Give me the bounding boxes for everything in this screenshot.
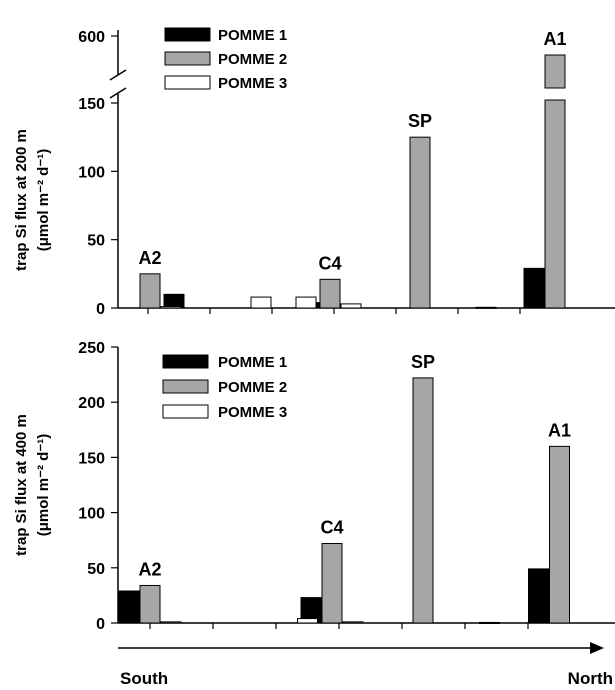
top-axis-break-mark — [109, 87, 127, 99]
bottom-y-tick-label: 100 — [78, 506, 105, 523]
top-y-tick-label: 600 — [78, 29, 105, 46]
top-bar-pomme-3-slot-0 — [160, 306, 182, 309]
direction-arrow — [118, 642, 604, 654]
top-y-axis-units: (μmol m⁻² d⁻¹) — [35, 149, 52, 252]
bottom-legend-swatch-pomme-1 — [162, 354, 209, 369]
bottom-site-label: A1 — [548, 420, 571, 440]
north-label: North — [568, 669, 613, 688]
top-bar-pomme-2-slot-6 — [409, 136, 431, 309]
top-site-label: C4 — [318, 253, 341, 273]
top-y-tick-label: 0 — [96, 301, 105, 318]
bottom-bar-pomme-3-slot-4 — [342, 621, 364, 624]
bottom-legend-label-pomme-3: POMME 3 — [218, 404, 287, 421]
bottom-bar-pomme-2-slot-6 — [412, 377, 434, 624]
bottom-y-tick-label: 200 — [78, 395, 105, 412]
bottom-legend-label-pomme-2: POMME 2 — [218, 379, 287, 396]
bottom-legend-swatch-pomme-3 — [162, 404, 209, 419]
bottom-y-tick-label: 0 — [96, 616, 105, 633]
bottom-y-axis-title: trap Si flux at 400 m — [13, 414, 30, 556]
top-bar-pomme-3-slot-7 — [475, 306, 497, 309]
bottom-bar-pomme-2-slot-0 — [139, 584, 161, 624]
bottom-bar-pomme-3-slot-7 — [479, 621, 500, 624]
top-panel: 0 50 100 150 600 trap Si flux at 200 m (μmol m… — [13, 27, 615, 318]
bottom-y-tick-label: 250 — [78, 340, 105, 357]
top-bar-pomme-2-slot-9-upper — [544, 54, 566, 89]
top-bar-pomme-2-slot-9-lower — [544, 99, 566, 309]
top-legend-swatch-pomme-2 — [164, 51, 211, 66]
top-bar-pomme-2-slot-0 — [139, 273, 161, 309]
top-site-label: A1 — [543, 29, 566, 49]
top-legend-swatch-pomme-3 — [164, 75, 211, 90]
top-y-tick-label: 150 — [78, 96, 105, 113]
top-bar-pomme-3-slot-4 — [340, 303, 362, 309]
top-bar-pomme-3-slot-3 — [295, 296, 317, 309]
top-site-label: SP — [408, 111, 432, 131]
top-legend-label-pomme-2: POMME 2 — [218, 51, 287, 68]
top-legend-label-pomme-1: POMME 1 — [218, 27, 287, 44]
top-y-tick-label: 100 — [78, 164, 105, 181]
bottom-panel: 0 50 100 150 200 250 trap Si flux at 400 m (μmo… — [13, 340, 615, 633]
top-legend-label-pomme-3: POMME 3 — [218, 75, 287, 92]
bottom-y-tick-label: 50 — [87, 561, 105, 578]
bottom-bar-pomme-2-slot-9 — [549, 445, 570, 624]
bottom-bar-pomme-3-slot-0 — [160, 621, 182, 624]
bottom-bar-pomme-1-slot-9 — [528, 568, 549, 624]
top-bar-pomme-1-slot-1 — [163, 293, 185, 309]
bottom-site-label: SP — [411, 352, 435, 372]
bottom-y-axis-units: (μmol m⁻² d⁻¹) — [35, 434, 52, 537]
bottom-site-label: C4 — [320, 518, 343, 538]
top-site-label: A2 — [138, 248, 161, 268]
bottom-bar-pomme-3-slot-3 — [297, 618, 318, 624]
direction-arrow-head — [590, 642, 604, 654]
bottom-y-tick-label: 150 — [78, 450, 105, 467]
top-y-axis-title: trap Si flux at 200 m — [13, 129, 30, 271]
top-bar-pomme-3-slot-2 — [250, 296, 272, 309]
top-bar-pomme-2-slot-4 — [319, 278, 341, 309]
top-axis-break-mark — [109, 69, 127, 81]
bottom-bar-pomme-2-slot-4 — [321, 543, 343, 624]
top-y-tick-label: 50 — [87, 233, 105, 250]
top-legend-swatch-pomme-1 — [164, 27, 211, 42]
bottom-site-label: A2 — [138, 559, 161, 579]
bottom-bar-pomme-1-slot-0 — [118, 590, 140, 624]
bottom-legend-swatch-pomme-2 — [162, 379, 209, 394]
bottom-legend-label-pomme-1: POMME 1 — [218, 354, 287, 371]
south-label: South — [120, 669, 168, 688]
top-bar-pomme-1-slot-9 — [523, 267, 545, 309]
